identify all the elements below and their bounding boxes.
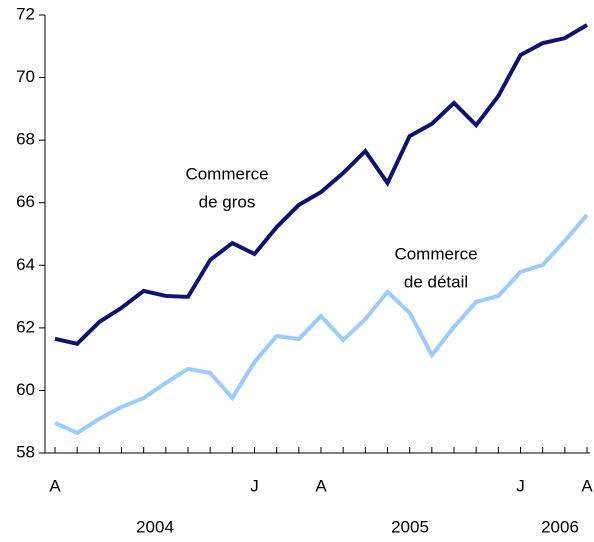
y-tick-label: 66: [16, 192, 35, 211]
year-label: 2004: [136, 517, 174, 536]
x-tick-label: J: [516, 476, 525, 495]
y-tick-label: 68: [16, 130, 35, 149]
y-tick-label: 70: [16, 67, 35, 86]
series-label: Commerce: [185, 164, 268, 183]
y-tick-label: 64: [16, 255, 35, 274]
line-series: [54, 213, 589, 436]
series-label: de détail: [404, 272, 468, 291]
x-tick-label: A: [49, 476, 61, 495]
x-tick-label: A: [315, 476, 327, 495]
x-tick-label: J: [250, 476, 259, 495]
year-label: 2005: [391, 517, 429, 536]
y-tick-label: 58: [16, 442, 35, 461]
y-tick-label: 60: [16, 380, 35, 399]
y-tick-label: 62: [16, 317, 35, 336]
line-series: [54, 23, 589, 347]
year-label: 2006: [541, 517, 579, 536]
series-label: de gros: [199, 192, 256, 211]
y-tick-label: 72: [16, 4, 35, 23]
x-tick-label: A: [581, 476, 593, 495]
series-label: Commerce: [394, 244, 477, 263]
